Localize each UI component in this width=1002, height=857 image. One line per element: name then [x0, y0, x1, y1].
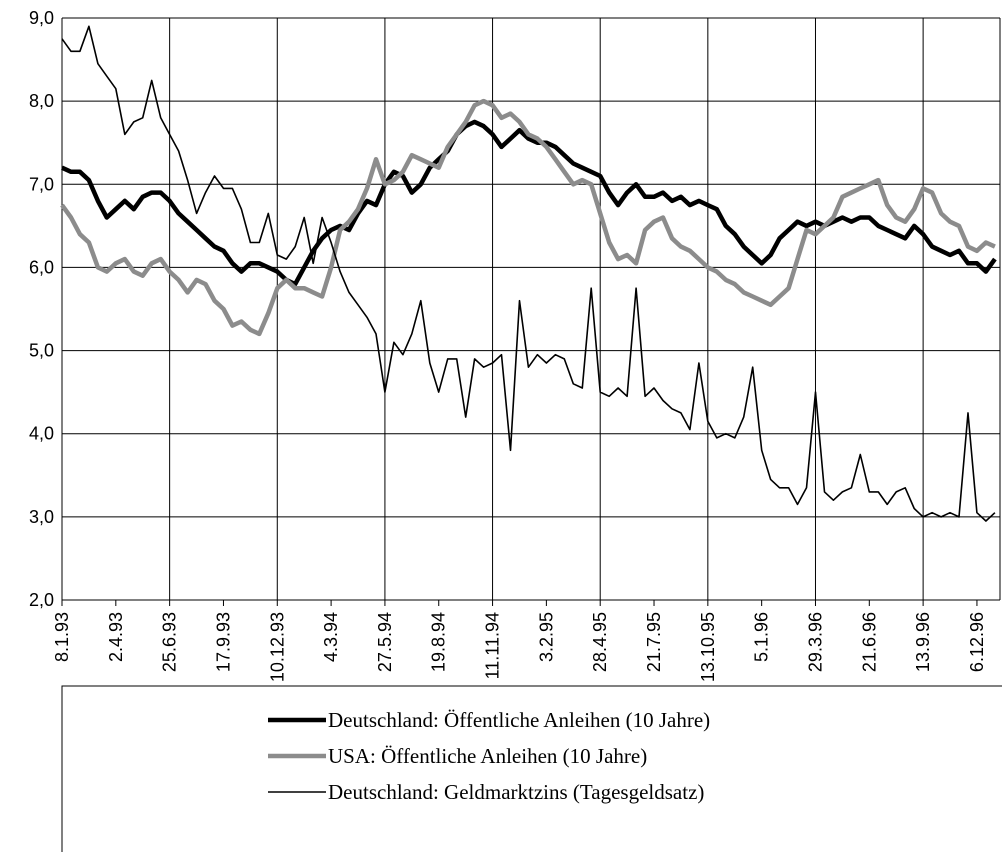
x-tick-label: 21.7.95 — [644, 612, 664, 672]
x-tick-label: 2.4.93 — [106, 612, 126, 662]
series-line — [61, 25, 996, 522]
x-tick-label: 6.12.96 — [967, 612, 987, 672]
y-tick-label: 6,0 — [29, 257, 54, 277]
y-tick-label: 8,0 — [29, 91, 54, 111]
legend-box — [61, 685, 1002, 857]
y-tick-label: 9,0 — [29, 8, 54, 28]
y-tick-label: 5,0 — [29, 341, 54, 361]
series-line — [61, 119, 997, 287]
x-tick-label: 11.11.94 — [483, 612, 503, 679]
x-tick-label: 29.3.96 — [805, 612, 825, 672]
y-tick-label: 3,0 — [29, 507, 54, 527]
x-tick-label: 13.9.96 — [913, 612, 933, 672]
x-tick-label: 25.6.93 — [160, 612, 180, 672]
x-tick-label: 13.10.95 — [698, 612, 718, 682]
x-tick-label: 27.5.94 — [375, 612, 395, 672]
x-tick-label: 3.2.95 — [536, 612, 556, 662]
y-tick-label: 7,0 — [29, 174, 54, 194]
y-tick-label: 4,0 — [29, 424, 54, 444]
legend-label: USA: Öffentliche Anleihen (10 Jahre) — [328, 744, 647, 768]
y-tick-label: 2,0 — [29, 590, 54, 610]
x-tick-label: 28.4.95 — [590, 612, 610, 672]
x-tick-label: 8.1.93 — [52, 612, 72, 662]
x-tick-label: 19.8.94 — [429, 612, 449, 672]
series-line — [60, 98, 996, 337]
x-tick-label: 10.12.93 — [267, 612, 287, 682]
legend-label: Deutschland: Öffentliche Anleihen (10 Ja… — [328, 708, 710, 732]
x-tick-label: 4.3.94 — [321, 612, 341, 662]
x-tick-label: 17.9.93 — [213, 612, 233, 672]
x-tick-label: 5.1.96 — [752, 612, 772, 662]
x-tick-label: 21.6.96 — [859, 612, 879, 672]
legend-label: Deutschland: Geldmarktzins (Tagesgeldsat… — [328, 780, 704, 804]
